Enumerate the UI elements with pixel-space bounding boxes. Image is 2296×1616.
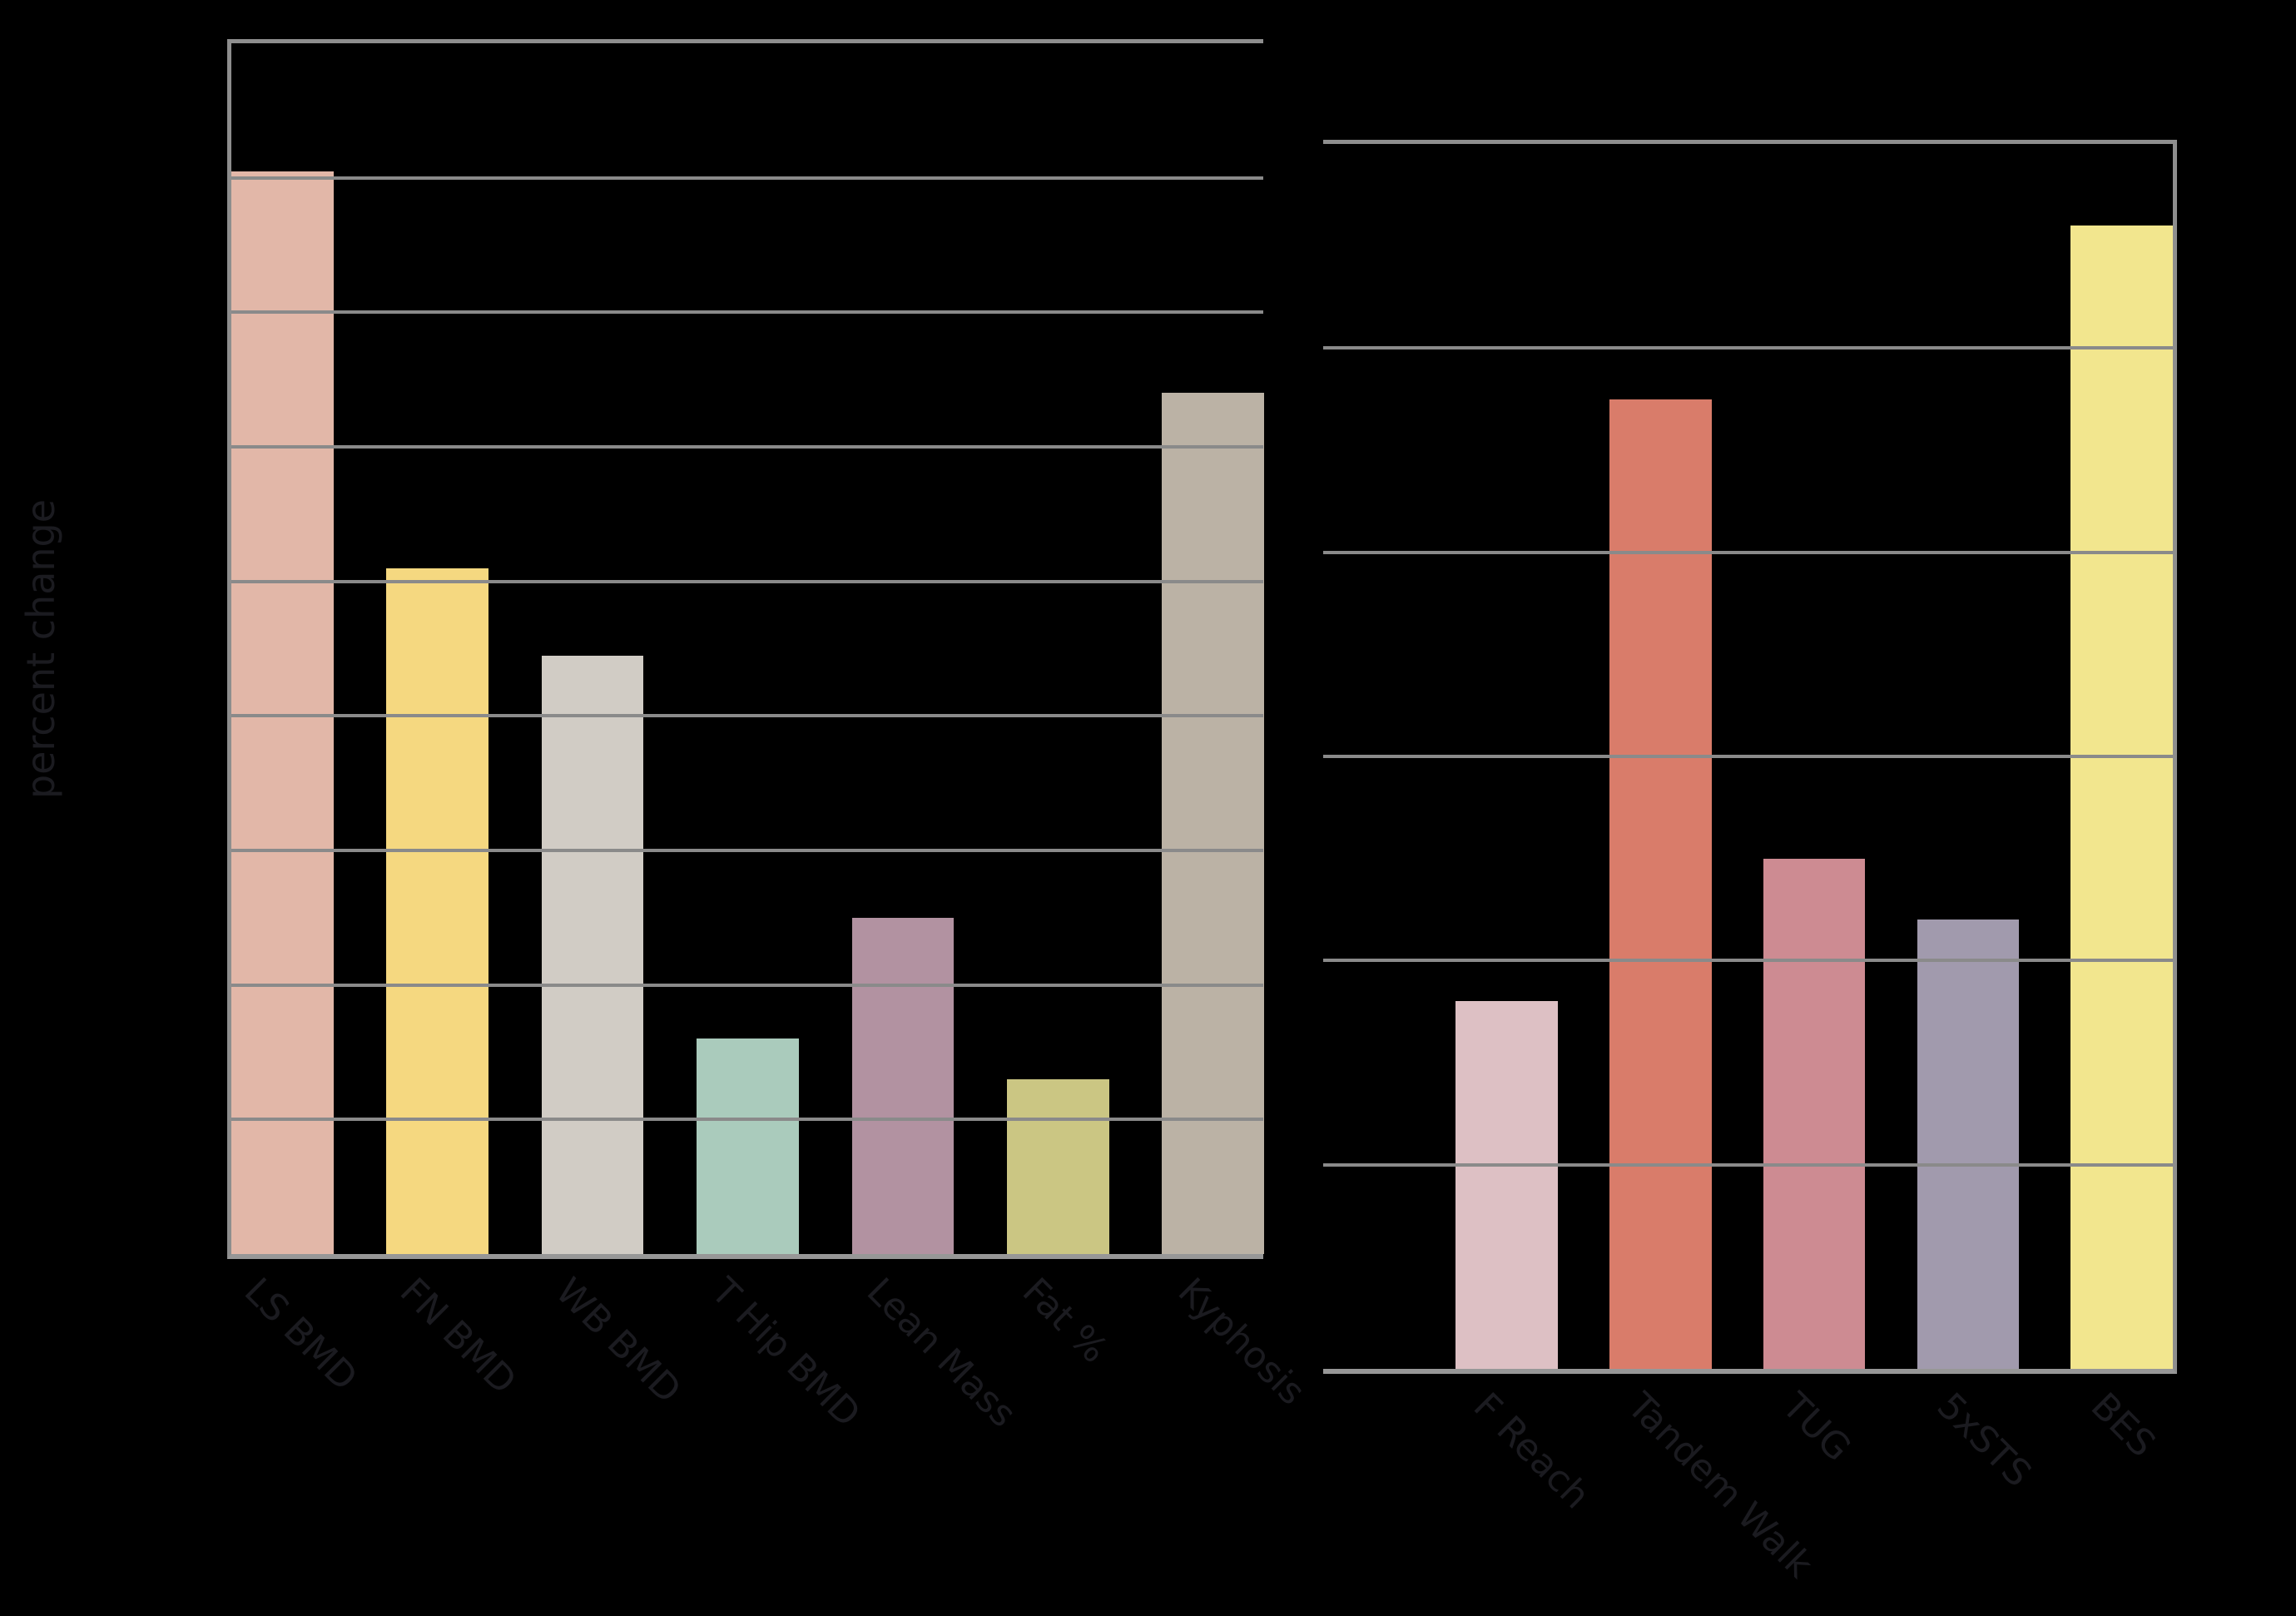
right-bar-panel — [1323, 140, 2177, 1374]
x-tick-label-f-reach: F Reach — [1465, 1385, 1598, 1518]
gridline — [231, 1118, 1263, 1122]
x-tick-label-tug: TUG — [1773, 1385, 1859, 1470]
bar-bes — [2070, 226, 2173, 1369]
x-tick-label-lean-mass: Lean Mass — [858, 1270, 1024, 1436]
gridline — [231, 310, 1263, 315]
bar-fat- — [1006, 1078, 1109, 1254]
bar-t-hip-bmd — [697, 1039, 799, 1254]
bar-kyphosis — [1162, 393, 1265, 1254]
gridline — [231, 849, 1263, 852]
x-tick-label-fat-: Fat % — [1014, 1270, 1116, 1371]
bar-tandem-walk — [1609, 399, 1712, 1369]
gridline — [231, 714, 1263, 718]
gridline — [1323, 346, 2173, 350]
gridline — [1323, 755, 2173, 758]
gridline — [1323, 550, 2173, 554]
bar-fn-bmd — [386, 568, 489, 1254]
x-tick-label-ls-bmd: LS BMD — [236, 1270, 365, 1400]
gridline — [231, 983, 1263, 987]
x-tick-label-5xsts: 5xSTS — [1928, 1385, 2040, 1495]
y-axis-label: percent change — [18, 498, 63, 800]
x-tick-label-t-hip-bmd: T Hip BMD — [702, 1270, 869, 1435]
gridline — [231, 176, 1263, 180]
bar-wb-bmd — [541, 655, 644, 1254]
gridline — [1323, 959, 2173, 963]
x-tick-label-fn-bmd: FN BMD — [391, 1270, 524, 1403]
gridline — [231, 445, 1263, 449]
left-bar-panel — [227, 39, 1265, 1259]
bar-tug — [1763, 858, 1866, 1369]
gridline — [1323, 1162, 2173, 1167]
bar-ls-bmd — [231, 171, 334, 1254]
gridline — [231, 579, 1263, 583]
x-tick-label-wb-bmd: WB BMD — [547, 1270, 689, 1412]
bar-lean-mass — [851, 917, 955, 1254]
x-tick-label-kyphosis: Kyphosis — [1170, 1270, 1314, 1414]
bar-5xsts — [1917, 920, 2020, 1369]
x-tick-label-bes: BES — [2083, 1385, 2165, 1465]
bar-f-reach — [1455, 1001, 1558, 1369]
